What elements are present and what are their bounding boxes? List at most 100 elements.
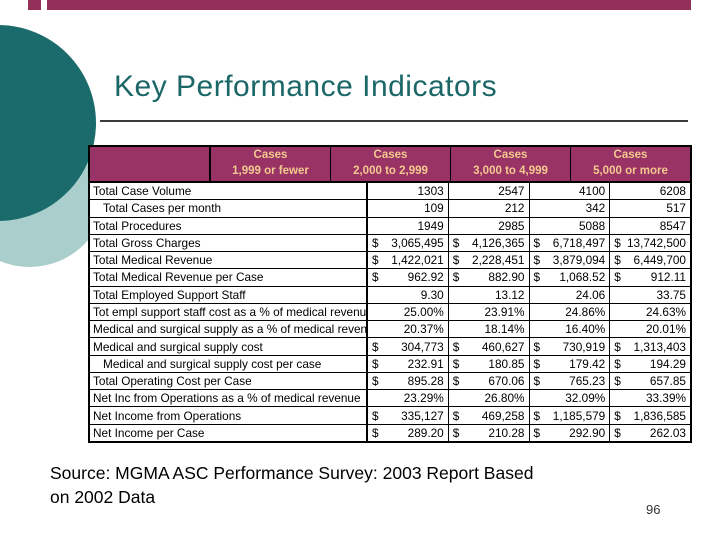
cell-value: $3,879,094 <box>528 252 610 269</box>
dollar-sign: $ <box>452 408 460 423</box>
cell-value: 20.37% <box>366 321 448 338</box>
dollar-sign: $ <box>372 339 379 354</box>
cell-number: 460,627 <box>481 339 525 354</box>
row-label: Total Medical Revenue per Case <box>93 270 264 285</box>
dollar-sign: $ <box>533 374 541 389</box>
cell-value: $4,126,365 <box>447 234 529 252</box>
column-header: Cases 1,999 or fewer <box>209 147 330 181</box>
cell-value: $730,919 <box>528 338 610 355</box>
cell-value: $232.91 <box>366 355 448 372</box>
cell-number: 730,919 <box>562 339 606 354</box>
dollar-sign: $ <box>372 253 379 268</box>
dollar-sign: $ <box>372 425 379 440</box>
dollar-sign: $ <box>533 339 541 354</box>
cell-value: 32.09% <box>528 390 610 407</box>
cell-value: $6,718,497 <box>528 234 610 252</box>
cell-value: 13.12 <box>447 286 529 303</box>
cell-value: 2985 <box>447 217 529 234</box>
source-line-1: Source: MGMA ASC Performance Survey: 200… <box>50 463 534 483</box>
cell-number: 3,879,094 <box>552 253 606 268</box>
cell-value: $657.85 <box>609 372 690 390</box>
column-header-line1: Cases <box>253 149 288 162</box>
dollar-sign: $ <box>372 356 379 371</box>
cell-number: 657.85 <box>649 374 686 389</box>
dollar-sign: $ <box>533 235 541 250</box>
cell-number: 1,185,579 <box>552 408 606 423</box>
cell-number: 210.28 <box>488 425 525 440</box>
row-label: Total Case Volume <box>93 184 192 199</box>
table-row: Medical and surgical supply cost $304,773… <box>90 337 690 355</box>
cell-number: 292.90 <box>569 425 606 440</box>
cell-value: $210.28 <box>447 424 529 441</box>
decorative-top-bar <box>47 0 691 10</box>
cell-value: 24.63% <box>609 303 690 321</box>
column-header-line2: 5,000 or more <box>593 165 668 177</box>
dollar-sign: $ <box>452 374 460 389</box>
table-row: Total Procedures 1949 2985 5088 8547 <box>90 216 690 234</box>
cell-value: $765.23 <box>528 372 610 390</box>
cell-value: $962.92 <box>366 269 448 286</box>
row-label: Net Inc from Operations as a % of medica… <box>93 391 361 406</box>
dollar-sign: $ <box>614 425 621 440</box>
table-row: Total Cases per month 109 212 342 517 <box>90 199 690 217</box>
header-empty-cell <box>90 147 209 181</box>
cell-value: $13,742,500 <box>609 234 690 252</box>
table-row: Total Operating Cost per Case $895.28 $670… <box>90 371 690 390</box>
cell-value: 16.40% <box>528 321 610 338</box>
column-header-line2: 2,000 to 2,999 <box>353 165 428 177</box>
row-label: Medical and surgical supply cost <box>93 339 263 354</box>
cell-value: $670.06 <box>447 372 529 390</box>
cell-value: $292.90 <box>528 424 610 441</box>
cell-value: 4100 <box>528 183 610 200</box>
cell-value: 33.75 <box>609 286 690 303</box>
cell-number: 13,742,500 <box>626 235 686 250</box>
cell-value: $2,228,451 <box>447 252 529 269</box>
cell-number: 6,449,700 <box>633 253 686 268</box>
cell-value: $1,313,403 <box>609 338 690 355</box>
cell-value: $1,068.52 <box>528 269 610 286</box>
cell-value: 212 <box>447 200 529 217</box>
cell-value: $3,065,495 <box>366 234 448 252</box>
dollar-sign: $ <box>372 270 379 285</box>
table-row: Medical and surgical supply as a % of me… <box>90 320 690 338</box>
table-row: Net Inc from Operations as a % of medica… <box>90 389 690 407</box>
row-label: Net Income per Case <box>93 425 205 440</box>
cell-number: 2,228,451 <box>472 253 525 268</box>
column-header: Cases 5,000 or more <box>570 147 690 181</box>
dollar-sign: $ <box>614 356 621 371</box>
table-row: Total Employed Support Staff 9.30 13.12 24.… <box>90 285 690 303</box>
cell-value: 23.29% <box>366 390 448 407</box>
dollar-sign: $ <box>614 270 621 285</box>
page-number: 96 <box>646 502 661 517</box>
column-header-line2: 3,000 to 4,999 <box>473 165 548 177</box>
table-row: Medical and surgical supply cost per cas… <box>90 354 690 372</box>
dollar-sign: $ <box>533 356 541 371</box>
cell-value: 9.30 <box>366 286 448 303</box>
table-row: Net Income per Case $289.20 $210.28 $292.90… <box>90 423 690 441</box>
table-row: Total Case Volume 1303 2547 4100 6208 <box>90 181 690 200</box>
column-header-line1: Cases <box>493 149 528 162</box>
cell-value: $882.90 <box>447 269 529 286</box>
column-header-line2: 1,999 or fewer <box>232 165 309 177</box>
cell-number: 895.28 <box>407 374 444 389</box>
row-label: Net Income from Operations <box>93 408 242 423</box>
dollar-sign: $ <box>614 235 621 250</box>
cell-value: $469,258 <box>447 407 529 424</box>
source-line-2: on 2002 Data <box>50 486 156 507</box>
column-header: Cases 2,000 to 2,999 <box>330 147 450 181</box>
cell-number: 912.11 <box>650 270 686 285</box>
cell-value: $304,773 <box>366 338 448 355</box>
dollar-sign: $ <box>452 425 460 440</box>
row-label: Tot empl support staff cost as a % of me… <box>93 304 366 319</box>
cell-value: $895.28 <box>366 372 448 390</box>
cell-value: $460,627 <box>447 338 529 355</box>
cell-value: 109 <box>366 200 448 217</box>
column-header: Cases 3,000 to 4,999 <box>450 147 570 181</box>
cell-value: $262.03 <box>609 424 690 441</box>
cell-number: 194.29 <box>649 356 686 371</box>
cell-value: 5088 <box>528 217 610 234</box>
cell-value: 24.06 <box>528 286 610 303</box>
column-header-line1: Cases <box>613 149 648 162</box>
cell-number: 469,258 <box>481 408 525 423</box>
row-label: Medical and surgical supply cost per cas… <box>103 356 322 371</box>
